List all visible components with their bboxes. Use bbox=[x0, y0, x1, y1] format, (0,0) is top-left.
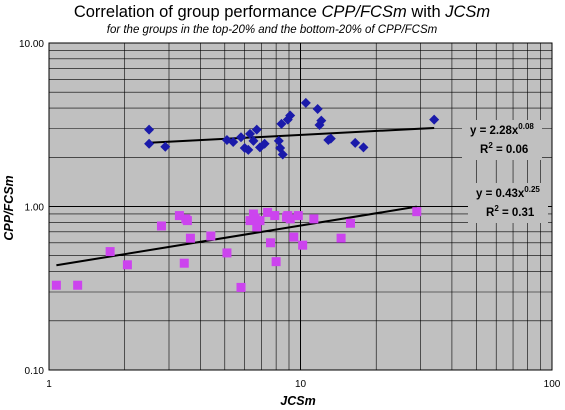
data-point bbox=[271, 257, 281, 267]
data-point bbox=[105, 247, 115, 257]
equation-box bbox=[462, 120, 542, 160]
equation-box bbox=[468, 183, 548, 223]
data-point bbox=[336, 233, 346, 243]
equation-text: y = 0.43x0.25 bbox=[476, 185, 540, 200]
data-point bbox=[312, 103, 323, 114]
trendline-2 bbox=[56, 205, 417, 267]
data-point bbox=[263, 207, 273, 217]
data-point bbox=[325, 133, 336, 144]
data-point bbox=[293, 211, 303, 221]
data-point bbox=[222, 248, 232, 258]
data-point bbox=[206, 231, 216, 241]
data-point bbox=[273, 135, 284, 146]
data-point bbox=[245, 128, 256, 139]
data-point bbox=[182, 216, 192, 226]
data-point bbox=[160, 141, 171, 152]
data-point bbox=[252, 222, 262, 232]
trendline-1 bbox=[149, 126, 435, 144]
data-point bbox=[345, 218, 355, 228]
data-point bbox=[300, 97, 311, 108]
data-point bbox=[144, 138, 155, 149]
data-point bbox=[245, 216, 255, 226]
data-point bbox=[298, 240, 308, 250]
data-point bbox=[429, 114, 440, 125]
data-point bbox=[156, 221, 166, 231]
data-point bbox=[228, 137, 239, 148]
trend-equation-2: y = 0.43x0.25 R2 = 0.31 bbox=[468, 183, 548, 223]
data-point bbox=[309, 214, 319, 224]
plot-border bbox=[48, 42, 553, 371]
r-squared-text: R2 = 0.06 bbox=[480, 141, 528, 156]
x-tick-label: 100 bbox=[544, 379, 561, 390]
data-point bbox=[250, 213, 260, 223]
y-axis-title: CPP/FCSm bbox=[2, 175, 16, 240]
chart-subtitle: for the groups in the top-20% and the bo… bbox=[107, 24, 438, 36]
data-point bbox=[259, 138, 270, 149]
chart-title: Correlation of group performance CPP/FCS… bbox=[74, 3, 490, 21]
data-point bbox=[412, 207, 422, 217]
data-point bbox=[122, 260, 132, 270]
data-point bbox=[179, 258, 189, 268]
data-point bbox=[289, 232, 299, 242]
equation-text: y = 2.28x0.08 bbox=[470, 122, 534, 137]
trend-equation-1: y = 2.28x0.08 R2 = 0.06 bbox=[462, 120, 542, 160]
data-point bbox=[285, 214, 295, 224]
data-point bbox=[243, 144, 254, 155]
data-point bbox=[185, 233, 195, 243]
data-point bbox=[255, 216, 265, 226]
data-point bbox=[350, 137, 361, 148]
data-point bbox=[73, 280, 83, 290]
data-point bbox=[174, 211, 184, 221]
y-tick-label: 10.00 bbox=[19, 39, 44, 50]
x-axis-title: JCSm bbox=[280, 394, 315, 408]
data-point bbox=[266, 238, 276, 248]
data-point bbox=[285, 110, 296, 121]
x-tick-label: 1 bbox=[46, 379, 52, 390]
data-point bbox=[270, 211, 280, 221]
data-point bbox=[316, 115, 327, 126]
data-point bbox=[248, 135, 259, 146]
data-point bbox=[358, 142, 369, 153]
data-point bbox=[251, 124, 262, 135]
y-tick-label: 0.10 bbox=[25, 366, 45, 377]
data-point bbox=[277, 149, 288, 160]
plot-area: 1 10 100 10.00 1.00 0.10 y = 2.28x0.08 R2 = 0.0… bbox=[19, 39, 561, 390]
x-tick-label: 10 bbox=[295, 379, 307, 390]
data-point bbox=[276, 118, 287, 129]
y-tick-label: 1.00 bbox=[25, 203, 45, 214]
data-point bbox=[144, 124, 155, 135]
data-point bbox=[51, 280, 61, 290]
r-squared-text: R2 = 0.31 bbox=[486, 204, 535, 219]
data-point bbox=[236, 282, 246, 292]
data-point bbox=[236, 132, 247, 143]
